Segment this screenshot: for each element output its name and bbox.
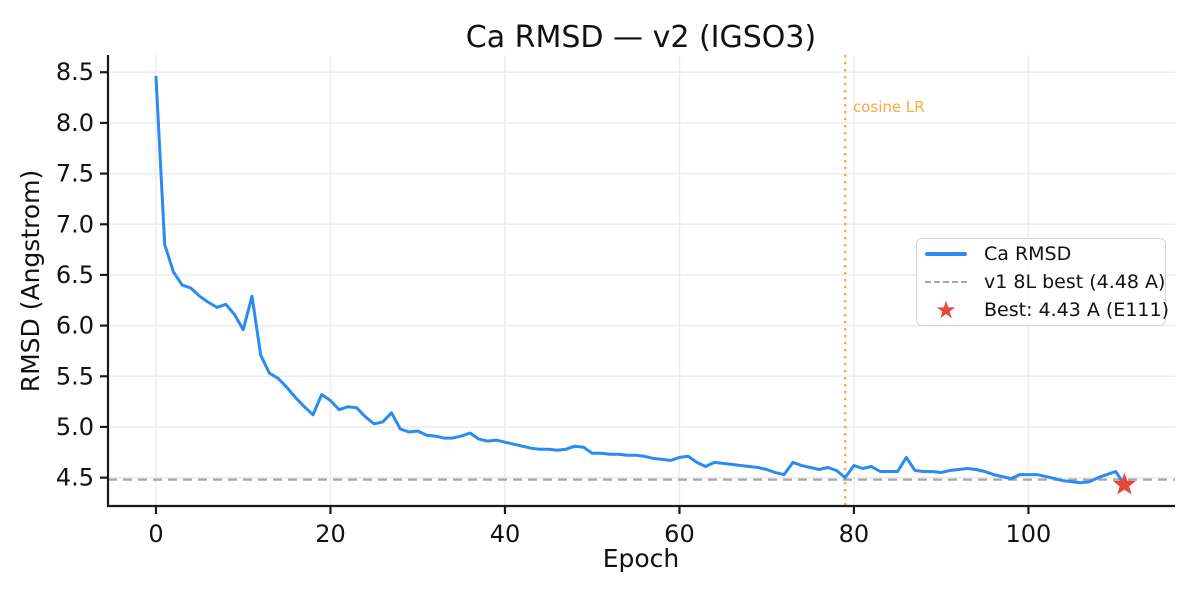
legend-line-icon: [924, 251, 968, 256]
legend-item-v1-best: v1 8L best (4.48 A): [917, 269, 1165, 296]
y-tick-label: 6.0: [56, 312, 94, 340]
legend: Ca RMSD v1 8L best (4.48 A) ★ Best: 4.43…: [916, 238, 1169, 326]
y-tick-label: 6.5: [56, 261, 94, 289]
x-tick-label: 0: [148, 520, 163, 548]
chart-title: Ca RMSD — v2 (IGSO3): [465, 20, 817, 55]
legend-item-label: Best: 4.43 A (E111): [984, 299, 1169, 322]
legend-item-ca-rmsd: Ca RMSD: [917, 240, 1165, 267]
y-tick-label: 4.5: [56, 464, 94, 492]
x-tick-label: 80: [839, 520, 870, 548]
y-tick-label: 5.5: [56, 362, 94, 390]
rmsd-line: [154, 75, 1126, 487]
x-axis-label: Epoch: [602, 544, 680, 573]
y-axis-label: RMSD (Angstrom): [16, 169, 45, 393]
legend-dashed-line-icon: [924, 281, 968, 283]
y-tick-label: 5.0: [56, 413, 94, 441]
legend-star-icon: ★: [935, 296, 957, 325]
legend-item-label: Ca RMSD: [984, 242, 1072, 265]
x-tick-label: 60: [664, 520, 695, 548]
cosine-lr-annotation: cosine LR: [853, 98, 925, 116]
y-tick-label: 7.0: [56, 210, 94, 238]
legend-item-best: ★ Best: 4.43 A (E111): [917, 296, 1169, 325]
y-tick-label: 7.5: [56, 160, 94, 188]
y-tick-label: 8.5: [56, 58, 94, 86]
y-tick-label: 8.0: [56, 109, 94, 137]
x-tick-label: 20: [315, 520, 346, 548]
x-tick-label: 40: [490, 520, 521, 548]
legend-item-label: v1 8L best (4.48 A): [984, 271, 1166, 293]
best-star-marker: [1113, 472, 1136, 495]
x-tick-label: 100: [1006, 520, 1052, 548]
